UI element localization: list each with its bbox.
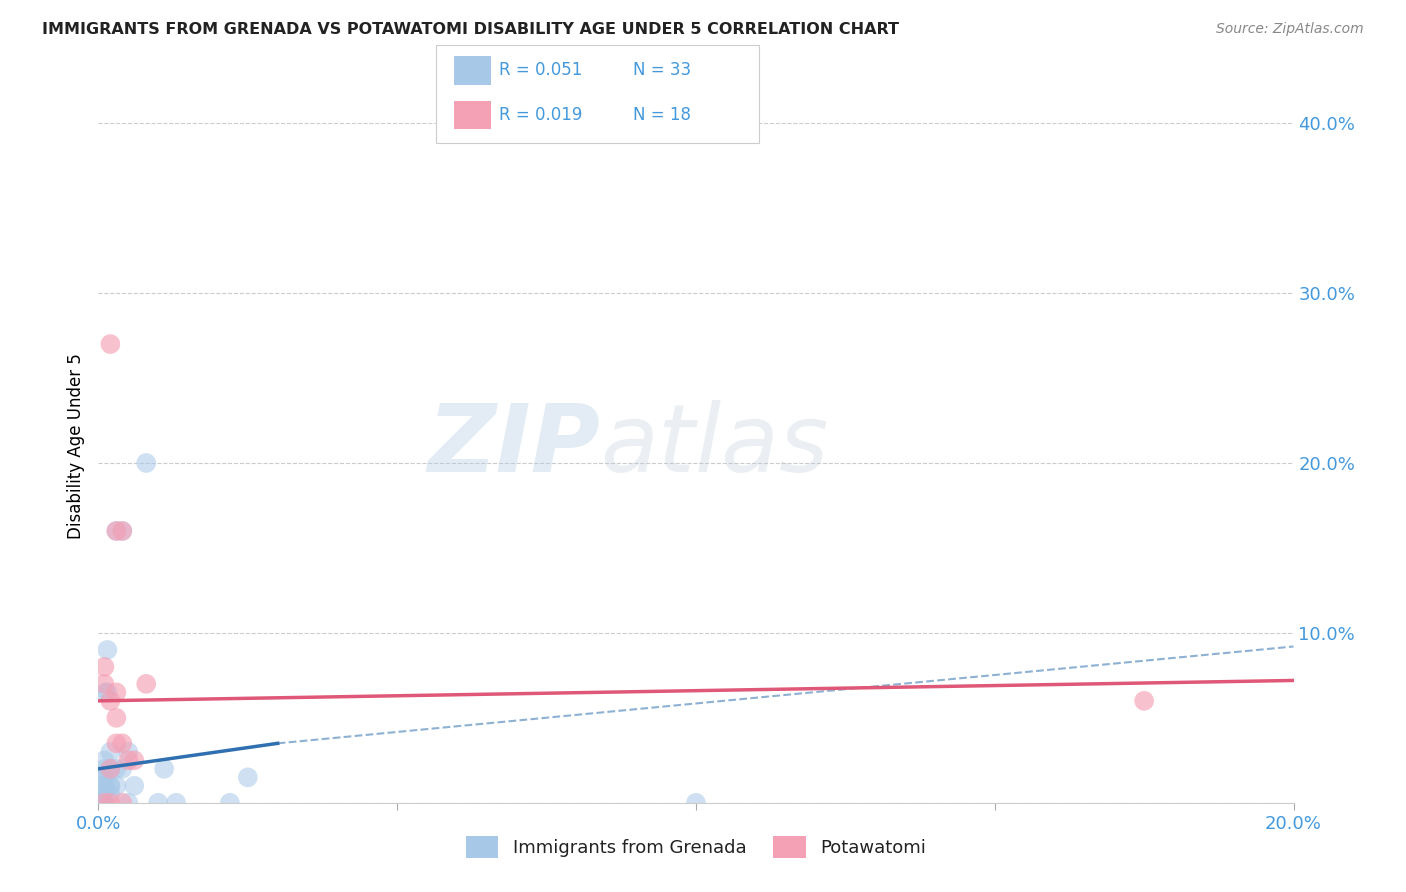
Point [117,753,139,767]
Point [90,787,112,801]
Point [98,779,122,793]
Point [98,787,122,801]
Point [98,779,122,793]
Point [111,736,134,750]
Point [98,337,122,351]
Text: N = 33: N = 33 [633,62,690,79]
Point [111,524,134,538]
Point [236,770,259,784]
Text: ZIP: ZIP [427,400,600,492]
Point [1133,694,1156,708]
Point [111,762,134,776]
Point [93,796,115,810]
Point [93,762,115,776]
Point [105,524,128,538]
Point [93,787,115,801]
Point [91,770,114,784]
Point [105,685,128,699]
Point [98,694,122,708]
Point [96,685,118,699]
Point [148,796,170,810]
Text: Source: ZipAtlas.com: Source: ZipAtlas.com [1216,22,1364,37]
Point [105,524,128,538]
Point [93,753,115,767]
Text: atlas: atlas [600,401,828,491]
Point [105,762,128,776]
Point [98,796,122,810]
Point [105,711,128,725]
Legend: Immigrants from Grenada, Potawatomi: Immigrants from Grenada, Potawatomi [458,829,934,865]
Point [98,762,122,776]
Point [685,796,707,810]
Text: N = 18: N = 18 [633,106,690,124]
Point [124,753,146,767]
Point [111,524,134,538]
Point [124,779,146,793]
Point [90,796,112,810]
Point [105,779,128,793]
Point [135,677,157,691]
Point [93,770,115,784]
Point [94,685,117,699]
Y-axis label: Disability Age Under 5: Disability Age Under 5 [66,353,84,539]
Point [93,660,115,674]
Point [219,796,242,810]
Point [96,643,118,657]
Point [105,736,128,750]
Point [111,796,134,810]
Point [165,796,187,810]
Text: IMMIGRANTS FROM GRENADA VS POTAWATOMI DISABILITY AGE UNDER 5 CORRELATION CHART: IMMIGRANTS FROM GRENADA VS POTAWATOMI DI… [42,22,900,37]
Text: R = 0.019: R = 0.019 [499,106,582,124]
Point [153,762,176,776]
Point [90,779,112,793]
Point [93,779,115,793]
Point [117,745,139,759]
Point [135,456,157,470]
Text: R = 0.051: R = 0.051 [499,62,582,79]
Point [93,677,115,691]
Point [98,745,122,759]
Point [98,762,122,776]
Point [93,796,115,810]
Point [117,796,139,810]
